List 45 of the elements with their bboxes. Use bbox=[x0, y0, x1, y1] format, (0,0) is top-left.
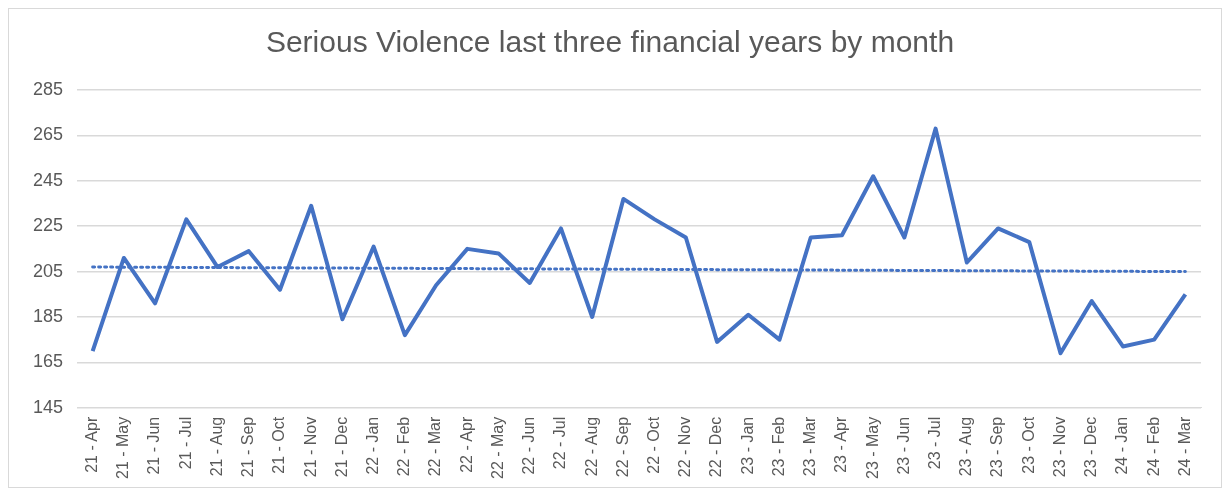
x-tick-label: 23 - Jan bbox=[738, 416, 756, 475]
x-tick-label: 21 - Dec bbox=[332, 416, 350, 478]
y-tick-label: 285 bbox=[32, 78, 64, 99]
x-tick-label: 21 - Nov bbox=[301, 416, 319, 478]
x-tick-label: 22 - Feb bbox=[395, 416, 413, 477]
x-tick-label: 23 - Aug bbox=[957, 416, 975, 477]
x-tick-label: 24 - Mar bbox=[1175, 416, 1193, 477]
y-tick-label: 265 bbox=[32, 124, 64, 145]
x-tick-label: 22 - Nov bbox=[676, 416, 694, 478]
x-tick-label: 21 - Aug bbox=[207, 416, 225, 477]
x-tick-label: 22 - Apr bbox=[457, 416, 475, 473]
x-tick-label: 22 - Jun bbox=[520, 416, 538, 475]
x-tick-label: 21 - Oct bbox=[270, 416, 288, 474]
x-tick-label: 21 - Apr bbox=[83, 416, 101, 473]
x-tick-label: 23 - Jun bbox=[894, 416, 912, 475]
x-tick-label: 23 - Oct bbox=[1019, 416, 1037, 474]
chart-title: Serious Violence last three financial years by month bbox=[265, 25, 955, 59]
x-tick-label: 23 - Dec bbox=[1082, 416, 1100, 478]
x-tick-label: 22 - Jul bbox=[551, 416, 569, 470]
x-tick-label: 21 - May bbox=[114, 416, 132, 480]
x-tick-label: 23 - May bbox=[863, 416, 881, 480]
x-tick-label: 22 - Jan bbox=[364, 416, 382, 475]
x-tick-label: 23 - Feb bbox=[769, 416, 787, 477]
x-tick-label: 23 - Apr bbox=[832, 416, 850, 473]
x-tick-label: 23 - Nov bbox=[1050, 416, 1068, 478]
y-tick-label: 185 bbox=[32, 305, 64, 326]
x-tick-label: 22 - Oct bbox=[645, 416, 663, 474]
x-tick-label: 23 - Sep bbox=[988, 416, 1006, 478]
x-tick-label: 24 - Feb bbox=[1144, 416, 1162, 477]
x-tick-label: 23 - Mar bbox=[801, 416, 819, 477]
x-tick-label: 22 - May bbox=[488, 416, 506, 480]
x-tick-label: 24 - Jan bbox=[1113, 416, 1131, 475]
x-tick-label: 21 - Jul bbox=[176, 416, 194, 470]
x-tick-label: 22 - Aug bbox=[582, 416, 600, 477]
x-tick-label: 22 - Mar bbox=[426, 416, 444, 477]
y-tick-label: 205 bbox=[32, 260, 64, 281]
x-tick-label: 23 - Jul bbox=[926, 416, 944, 470]
x-tick-label: 22 - Dec bbox=[707, 416, 725, 478]
y-tick-label: 165 bbox=[32, 351, 64, 372]
y-tick-label: 245 bbox=[32, 169, 64, 190]
x-tick-label: 22 - Sep bbox=[613, 416, 631, 478]
x-tick-label: 21 - Sep bbox=[239, 416, 257, 478]
y-tick-label: 225 bbox=[32, 215, 64, 236]
y-tick-label: 145 bbox=[32, 396, 64, 417]
x-tick-label: 21 - Jun bbox=[145, 416, 163, 475]
